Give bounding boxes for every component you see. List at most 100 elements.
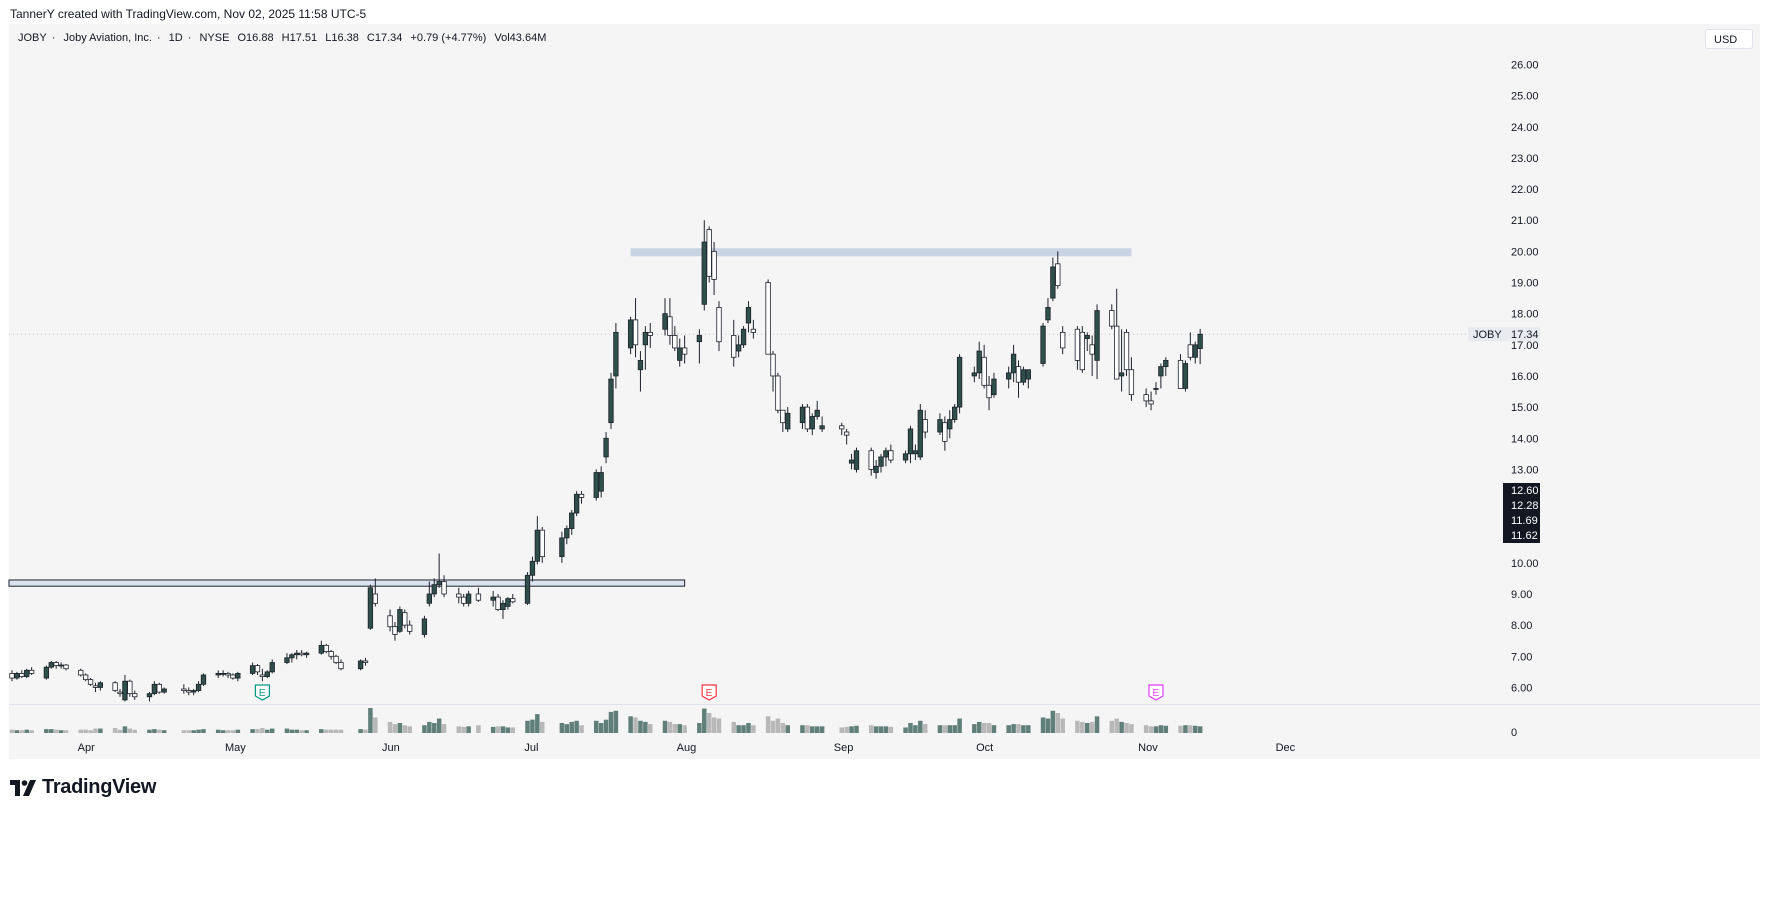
candle-body[interactable] xyxy=(853,450,860,470)
candle-body[interactable] xyxy=(662,313,668,330)
candle-body[interactable] xyxy=(667,316,673,336)
candle-body[interactable] xyxy=(112,682,118,691)
candle-body[interactable] xyxy=(942,422,948,442)
candle-body[interactable] xyxy=(19,673,25,677)
candle-body[interactable] xyxy=(500,602,506,610)
candle-body[interactable] xyxy=(254,665,261,673)
candle-body[interactable] xyxy=(220,673,226,675)
candle-body[interactable] xyxy=(195,683,202,691)
candle-body[interactable] xyxy=(28,669,35,674)
candle-body[interactable] xyxy=(127,680,133,695)
candle-body[interactable] xyxy=(814,409,820,417)
candle-body[interactable] xyxy=(809,416,815,430)
candle-body[interactable] xyxy=(559,537,565,558)
candle-body[interactable] xyxy=(868,450,874,470)
candle-body[interactable] xyxy=(1084,335,1090,339)
candle-body[interactable] xyxy=(132,693,138,698)
candle-body[interactable] xyxy=(1060,331,1066,349)
candle-body[interactable] xyxy=(844,431,850,436)
candle-body[interactable] xyxy=(1055,263,1061,287)
candle-body[interactable] xyxy=(1158,366,1164,377)
candle-body[interactable] xyxy=(765,282,771,355)
candle-body[interactable] xyxy=(1192,344,1198,358)
candle-body[interactable] xyxy=(289,654,295,659)
candle-body[interactable] xyxy=(264,671,270,677)
candle-body[interactable] xyxy=(529,560,536,576)
candle-body[interactable] xyxy=(151,683,158,695)
candle-body[interactable] xyxy=(971,372,977,377)
candle-body[interactable] xyxy=(357,660,364,670)
candle-body[interactable] xyxy=(117,691,123,695)
candle-body[interactable] xyxy=(122,680,128,701)
candle-body[interactable] xyxy=(284,657,290,663)
candle-body[interactable] xyxy=(328,651,334,657)
candle-body[interactable] xyxy=(9,673,15,679)
candle-body[interactable] xyxy=(785,412,791,430)
candle-body[interactable] xyxy=(976,350,982,374)
candle-body[interactable] xyxy=(672,335,678,349)
chart-area[interactable] xyxy=(9,24,1760,759)
candle-body[interactable] xyxy=(387,615,393,628)
candle-body[interactable] xyxy=(215,673,221,676)
candle-body[interactable] xyxy=(848,459,855,464)
candle-body[interactable] xyxy=(181,688,187,691)
candle-body[interactable] xyxy=(902,453,909,461)
resistance-zone[interactable] xyxy=(630,248,1132,257)
candle-body[interactable] xyxy=(632,319,639,346)
candle-body[interactable] xyxy=(1040,325,1046,364)
candle-body[interactable] xyxy=(87,679,94,685)
candle-body[interactable] xyxy=(804,406,811,430)
candle-body[interactable] xyxy=(505,598,511,607)
candle-body[interactable] xyxy=(1045,307,1051,321)
candle-body[interactable] xyxy=(1089,344,1095,355)
candle-body[interactable] xyxy=(48,662,54,668)
candle-body[interactable] xyxy=(235,673,241,679)
candle-body[interactable] xyxy=(735,344,742,352)
candle-body[interactable] xyxy=(1197,333,1203,349)
candle-body[interactable] xyxy=(922,419,928,433)
candle-body[interactable] xyxy=(186,690,192,693)
candle-body[interactable] xyxy=(362,660,369,663)
candle-body[interactable] xyxy=(78,669,84,676)
candle-body[interactable] xyxy=(97,682,104,688)
candle-body[interactable] xyxy=(642,331,649,346)
candle-body[interactable] xyxy=(1187,344,1193,358)
candle-body[interactable] xyxy=(367,587,374,629)
candle-body[interactable] xyxy=(740,328,747,346)
candle-body[interactable] xyxy=(1114,325,1120,380)
candle-body[interactable] xyxy=(986,384,992,399)
candle-body[interactable] xyxy=(1143,394,1149,402)
candle-body[interactable] xyxy=(82,674,89,681)
candle-body[interactable] xyxy=(613,331,619,377)
candle-body[interactable] xyxy=(770,353,776,377)
candle-body[interactable] xyxy=(431,584,437,595)
candle-body[interactable] xyxy=(249,665,256,674)
candle-body[interactable] xyxy=(701,241,707,305)
candle-body[interactable] xyxy=(53,662,59,667)
candle-body[interactable] xyxy=(1025,369,1031,380)
candle-body[interactable] xyxy=(372,593,378,604)
candle-body[interactable] xyxy=(534,529,540,562)
candle-body[interactable] xyxy=(92,685,99,688)
candle-body[interactable] xyxy=(745,307,752,324)
earnings-marker[interactable] xyxy=(254,684,270,701)
candle-body[interactable] xyxy=(461,596,467,604)
candle-body[interactable] xyxy=(1153,388,1159,390)
candle-body[interactable] xyxy=(706,229,712,277)
candle-body[interactable] xyxy=(1177,359,1184,389)
candle-body[interactable] xyxy=(495,596,501,610)
candle-body[interactable] xyxy=(58,664,64,667)
candle-body[interactable] xyxy=(603,437,609,458)
candle-body[interactable] xyxy=(1094,310,1100,361)
candle-body[interactable] xyxy=(912,450,919,455)
candle-body[interactable] xyxy=(593,472,599,498)
candle-body[interactable] xyxy=(647,331,653,336)
candle-body[interactable] xyxy=(952,406,958,420)
candle-body[interactable] xyxy=(524,574,531,604)
candle-body[interactable] xyxy=(63,664,69,670)
candle-body[interactable] xyxy=(475,593,482,601)
candle-body[interactable] xyxy=(230,674,236,679)
candle-body[interactable] xyxy=(839,425,845,430)
candle-body[interactable] xyxy=(426,593,432,604)
